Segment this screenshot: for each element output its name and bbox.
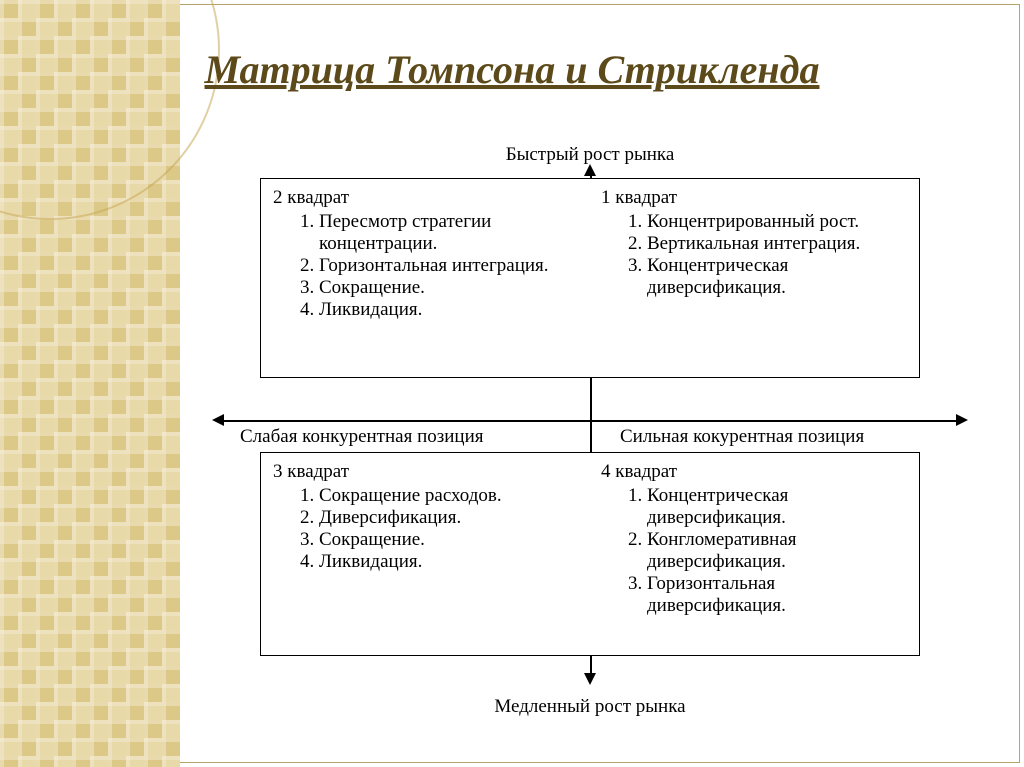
list-item: Сокращение расходов.: [319, 485, 585, 507]
quadrant-4: 4 квадрат Концентрическая диверсификация…: [591, 461, 909, 645]
list-item: Концентрированный рост.: [647, 211, 909, 233]
list-item: Концентрическая диверсификация.: [647, 255, 909, 299]
quadrant-4-heading: 4 квадрат: [601, 461, 909, 483]
list-item: Горизонтальная диверсификация.: [647, 573, 909, 617]
background-arc: [0, 0, 220, 220]
quadrant-3-heading: 3 квадрат: [273, 461, 585, 483]
axis-label-bottom: Медленный рост рынка: [210, 696, 970, 718]
list-item: Ликвидация.: [319, 551, 585, 573]
matrix-diagram: Быстрый рост рынка 2 квадрат Пересмотр с…: [210, 140, 970, 720]
list-item: Диверсификация.: [319, 507, 585, 529]
quadrant-2: 2 квадрат Пересмотр стратегии концентрац…: [273, 187, 591, 367]
horizontal-axis: [220, 420, 960, 422]
slide-title: Матрица Томпсона и Стрикленда: [0, 46, 1024, 93]
bottom-quadrants-box: 3 квадрат Сокращение расходов. Диверсифи…: [260, 452, 920, 656]
arrow-up-icon: [584, 164, 596, 176]
axis-label-right: Сильная кокурентная позиция: [620, 426, 864, 448]
quadrant-2-heading: 2 квадрат: [273, 187, 585, 209]
quadrant-1: 1 квадрат Концентрированный рост. Вертик…: [591, 187, 909, 367]
axis-label-left: Слабая конкурентная позиция: [240, 426, 483, 448]
diagram-area: 2 квадрат Пересмотр стратегии концентрац…: [220, 172, 960, 677]
top-quadrants-box: 2 квадрат Пересмотр стратегии концентрац…: [260, 178, 920, 378]
list-item: Вертикальная интеграция.: [647, 233, 909, 255]
quadrant-3: 3 квадрат Сокращение расходов. Диверсифи…: [273, 461, 591, 645]
arrow-left-icon: [212, 414, 224, 426]
axis-label-top: Быстрый рост рынка: [210, 144, 970, 166]
quadrant-1-heading: 1 квадрат: [601, 187, 909, 209]
list-item: Конгломеративная диверсификация.: [647, 529, 909, 573]
arrow-down-icon: [584, 673, 596, 685]
list-item: Пересмотр стратегии концентрации.: [319, 211, 585, 255]
arrow-right-icon: [956, 414, 968, 426]
list-item: Концентрическая диверсификация.: [647, 485, 909, 529]
list-item: Сокращение.: [319, 277, 585, 299]
list-item: Ликвидация.: [319, 299, 585, 321]
list-item: Горизонтальная интеграция.: [319, 255, 585, 277]
list-item: Сокращение.: [319, 529, 585, 551]
